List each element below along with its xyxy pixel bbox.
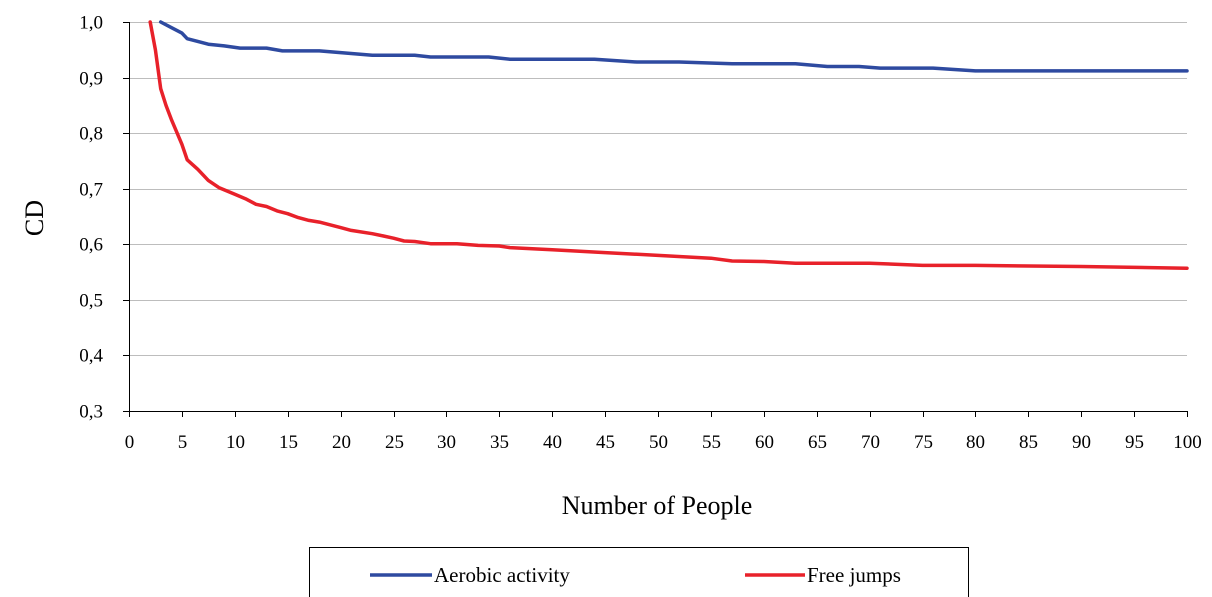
- x-tick-label-5: 25: [385, 432, 404, 453]
- x-tick-label-10: 50: [649, 432, 668, 453]
- y-tick-label-5: 0,8: [79, 124, 103, 145]
- x-tick-label-18: 90: [1072, 432, 1091, 453]
- x-tick-label-9: 45: [596, 432, 615, 453]
- x-tick-label-17: 85: [1019, 432, 1038, 453]
- x-axis-title: Number of People: [562, 491, 753, 520]
- x-tick-label-15: 75: [914, 432, 933, 453]
- x-tick-label-4: 20: [332, 432, 351, 453]
- axes: [123, 22, 1188, 417]
- x-tick-label-12: 60: [755, 432, 774, 453]
- y-tick-label-7: 1,0: [79, 13, 103, 34]
- x-tick-label-2: 10: [226, 432, 245, 453]
- series-lines: [148, 20, 1189, 270]
- x-tick-label-19: 95: [1125, 432, 1144, 453]
- x-tick-label-13: 65: [808, 432, 827, 453]
- legend: Aerobic activity Free jumps: [309, 547, 969, 597]
- x-tick-label-0: 0: [125, 432, 135, 453]
- series-line-free-jumps: [148, 20, 1189, 270]
- x-tick-label-16: 80: [966, 432, 985, 453]
- series-line-aerobic-activity: [158, 20, 1189, 73]
- x-tick-label-8: 40: [543, 432, 562, 453]
- legend-box: [309, 547, 969, 597]
- x-tick-label-20: 100: [1173, 432, 1202, 453]
- x-tick-labels: 0 5 10 15 20 25 30 35 40 45 50 55 60 65 70 75 80 85 90 95 10…: [125, 432, 1202, 453]
- x-tick-label-11: 55: [702, 432, 721, 453]
- y-tick-label-6: 0,9: [79, 69, 103, 90]
- y-tick-label-0: 0,3: [79, 402, 103, 423]
- y-tick-label-1: 0,4: [79, 346, 103, 367]
- y-axis-title: CD: [20, 200, 49, 236]
- x-tick-label-6: 30: [437, 432, 456, 453]
- x-tick-label-1: 5: [178, 432, 188, 453]
- y-tick-label-4: 0,7: [79, 180, 103, 201]
- legend-label-free-jumps: Free jumps: [807, 563, 901, 587]
- x-tick-label-7: 35: [490, 432, 509, 453]
- y-tick-label-3: 0,6: [79, 235, 103, 256]
- y-tick-labels: 0,3 0,4 0,5 0,6 0,7 0,8 0,9 1,0: [79, 13, 103, 423]
- x-tick-label-14: 70: [861, 432, 880, 453]
- y-tick-label-2: 0,5: [79, 291, 103, 312]
- x-tick-label-3: 15: [279, 432, 298, 453]
- legend-label-aerobic-activity: Aerobic activity: [434, 563, 570, 587]
- gridlines: [129, 22, 1187, 356]
